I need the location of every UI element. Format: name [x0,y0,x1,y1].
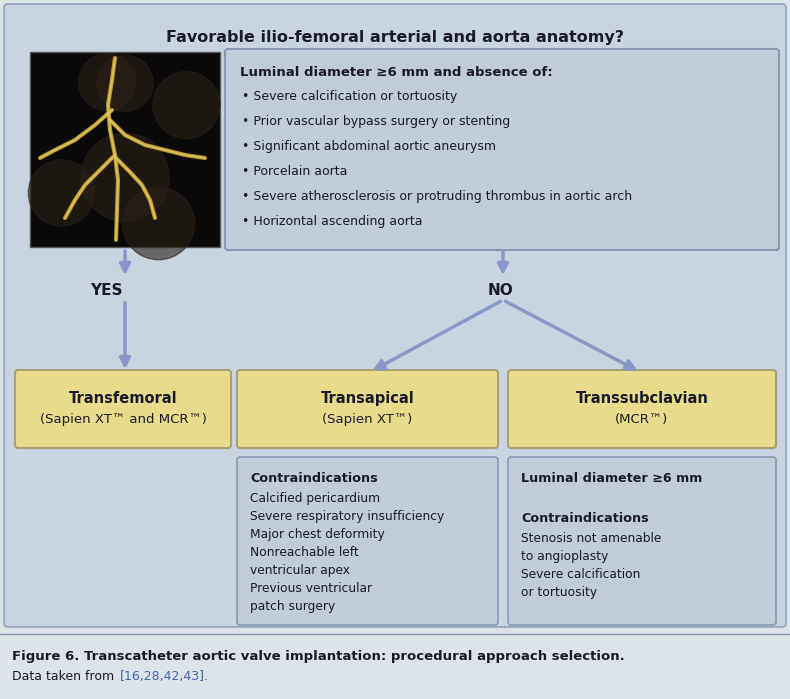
Text: YES: YES [90,283,122,298]
Text: Severe respiratory insufficiency: Severe respiratory insufficiency [250,510,444,523]
FancyBboxPatch shape [508,457,776,625]
Text: Stenosis not amenable: Stenosis not amenable [521,532,661,545]
Text: Nonreachable left: Nonreachable left [250,546,359,559]
Text: • Porcelain aorta: • Porcelain aorta [242,165,348,178]
FancyBboxPatch shape [15,370,231,448]
Text: • Severe atherosclerosis or protruding thrombus in aortic arch: • Severe atherosclerosis or protruding t… [242,190,632,203]
Text: Figure 6. Transcatheter aortic valve implantation: procedural approach selection: Figure 6. Transcatheter aortic valve imp… [12,650,625,663]
Text: or tortuosity: or tortuosity [521,586,597,599]
Text: Contraindications: Contraindications [521,512,649,525]
Text: • Severe calcification or tortuosity: • Severe calcification or tortuosity [242,90,457,103]
Text: Contraindications: Contraindications [250,472,378,485]
Text: (MCR™): (MCR™) [615,413,668,426]
Text: [16,28,42,43].: [16,28,42,43]. [120,670,209,683]
Text: Luminal diameter ≥6 mm: Luminal diameter ≥6 mm [521,472,702,485]
Text: Transapical: Transapical [321,391,415,406]
FancyBboxPatch shape [4,4,786,627]
Text: Severe calcification: Severe calcification [521,568,641,581]
Circle shape [153,71,220,138]
FancyBboxPatch shape [225,49,779,250]
Text: patch surgery: patch surgery [250,600,335,613]
Circle shape [81,134,169,222]
Text: Transsubclavian: Transsubclavian [576,391,709,406]
Bar [30,52,220,247]
Text: to angioplasty: to angioplasty [521,550,608,563]
Text: ventricular apex: ventricular apex [250,564,350,577]
Text: Data taken from: Data taken from [12,670,118,683]
Circle shape [122,187,194,260]
FancyBboxPatch shape [508,370,776,448]
Text: • Prior vascular bypass surgery or stenting: • Prior vascular bypass surgery or stent… [242,115,510,128]
Text: Calcified pericardium: Calcified pericardium [250,492,380,505]
Circle shape [97,55,153,111]
Text: • Significant abdominal aortic aneurysm: • Significant abdominal aortic aneurysm [242,140,496,153]
Text: Previous ventricular: Previous ventricular [250,582,372,595]
Text: Major chest deformity: Major chest deformity [250,528,385,541]
Text: Favorable ilio-femoral arterial and aorta anatomy?: Favorable ilio-femoral arterial and aort… [166,30,624,45]
Text: Luminal diameter ≥6 mm and absence of:: Luminal diameter ≥6 mm and absence of: [240,66,553,79]
Text: (Sapien XT™ and MCR™): (Sapien XT™ and MCR™) [40,413,206,426]
Text: NO: NO [488,283,514,298]
Bar [0,634,790,699]
Circle shape [28,160,95,226]
Text: Transfemoral: Transfemoral [69,391,177,406]
Text: (Sapien XT™): (Sapien XT™) [322,413,412,426]
FancyBboxPatch shape [237,370,498,448]
FancyBboxPatch shape [237,457,498,625]
Circle shape [78,54,136,111]
Text: • Horizontal ascending aorta: • Horizontal ascending aorta [242,215,423,228]
